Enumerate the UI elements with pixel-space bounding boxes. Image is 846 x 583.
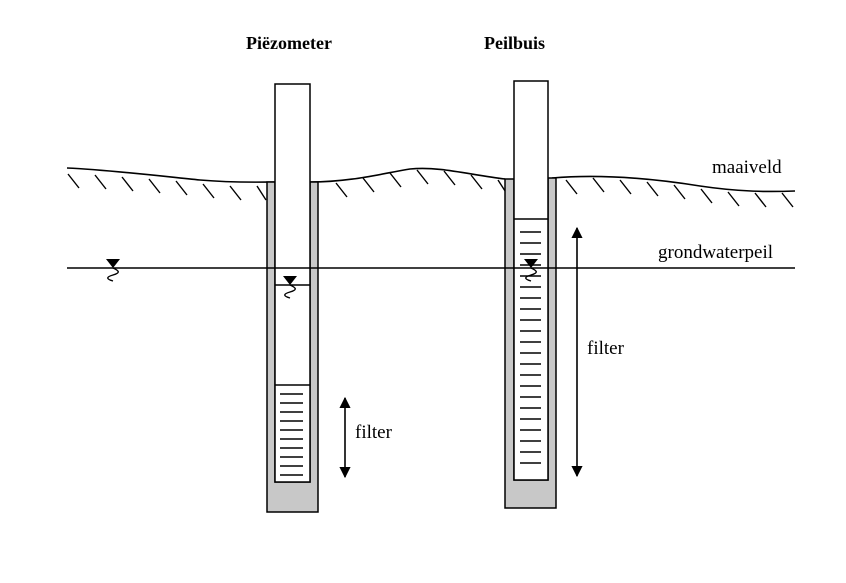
label-grondwaterpeil: grondwaterpeil <box>658 242 774 263</box>
piezometer-pipe <box>274 83 311 483</box>
label-maaiveld: maaiveld <box>712 157 782 178</box>
title-peilbuis: Peilbuis <box>484 33 546 53</box>
peilbuis-filter <box>514 218 548 464</box>
title-piezometer: Piëzometer <box>246 33 332 53</box>
piezometer-filter <box>275 384 310 476</box>
label-filter-piezometer: filter <box>355 422 392 443</box>
water-level-symbol-left <box>106 259 120 282</box>
ground-surface-line <box>66 167 796 193</box>
label-filter-peilbuis: filter <box>587 338 624 359</box>
ground-hatch <box>67 169 794 208</box>
peilbuis-pipe <box>513 80 549 481</box>
water-level-symbol-peilbuis <box>524 259 538 282</box>
water-level-symbol-piezometer <box>283 276 297 299</box>
